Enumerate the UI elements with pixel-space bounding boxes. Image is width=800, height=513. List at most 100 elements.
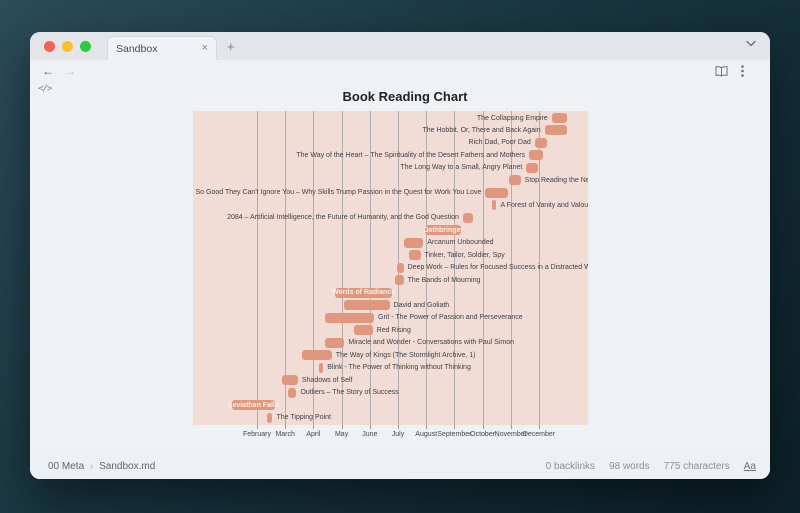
gantt-bar-label: 2084 – Artificial Intelligence, the Futu… [227,214,459,222]
gantt-bar [344,300,390,311]
back-arrow-icon[interactable]: ← [42,64,54,78]
gantt-bar [409,250,421,261]
axis-month-label: April [306,431,321,438]
axis-month-label: July [391,431,405,438]
breadcrumb-file[interactable]: Sandbox.md [99,460,156,472]
character-count: 775 characters [663,460,730,472]
gantt-bar [302,350,332,361]
gantt-bar-label: The Bands of Mourning [407,276,481,284]
new-tab-button[interactable]: + [227,38,235,54]
gridline [482,111,484,425]
gantt-bar [462,212,473,223]
axis-tick [454,425,456,429]
more-options-kebab-icon[interactable] [741,65,744,77]
gridline [454,111,456,425]
gridline [341,111,343,425]
gridline [313,111,315,425]
gantt-bar [526,162,538,173]
axis-tick [313,425,315,429]
gantt-bar [288,387,297,398]
backlinks-count: 0 backlinks [545,460,596,472]
tab-close-icon[interactable]: × [201,42,208,54]
status-bar: 00 Meta › Sandbox.md 0 backlinks 98 word… [30,453,770,479]
axis-tick [257,425,258,429]
gantt-bar-label: Arcanum Unbounded [427,239,494,247]
axis-month-label: March [275,431,295,438]
gantt-bar-label: Words of Radiance [331,289,396,297]
chart-title: Book Reading Chart [342,89,468,104]
axis-month-label: June [362,431,378,438]
gantt-bar [395,275,404,286]
axis-tick [426,425,428,429]
gantt-bar [492,200,497,211]
gridline [510,111,512,425]
gantt-bar [324,337,345,348]
font-appearance-toggle[interactable]: Aa [743,460,756,472]
gantt-bar-label: A Forest of Vanity and Valour [500,201,588,209]
gantt-bar-label: Leviathan Falls [228,401,279,409]
gantt-bar-label: The Hobbit, Or, There and Back Again [422,126,541,134]
gantt-bar [551,113,568,123]
gantt-bar-label: Tinker, Tailor, Soldier, Spy [424,251,505,259]
status-counts: 0 backlinks 98 words 775 characters Aa [546,461,756,472]
gantt-bar [231,400,276,411]
gridline [285,111,287,425]
axis-month-label: October [470,431,496,438]
gantt-bar [396,262,404,273]
axis-month-label: September [437,431,472,438]
axis-month-label: February [242,431,271,438]
app-window: Sandbox × + ← → </> Book Reading Chart T… [30,32,770,479]
reading-mode-book-icon[interactable] [715,65,728,77]
axis-tick [369,425,371,429]
gantt-bar-label: Rich Dad, Poor Dad [468,139,531,147]
axis-tick [510,425,512,429]
axis-tick [539,425,540,429]
axis-month-label: November [494,431,527,438]
gantt-bar [266,412,273,423]
gantt-bar-label: Red Rising [376,326,411,334]
axis-tick [285,425,287,429]
breadcrumb: 00 Meta › Sandbox.md [48,461,155,472]
gantt-bar [509,175,521,186]
code-block-toggle-icon[interactable]: </> [38,84,52,94]
forward-arrow-icon[interactable]: → [64,64,76,78]
tab-bar: Sandbox × + [30,32,770,60]
gantt-bar-label: The Long Way to a Small, Angry Planet [400,164,523,172]
gantt-bar [424,225,462,236]
gridline [426,111,428,425]
window-controls [44,40,91,52]
gantt-bar-label: Deep Work – Rules for Focused Success in… [407,264,588,272]
gantt-bar [319,362,324,373]
view-header: ← → [30,60,770,82]
gantt-bar-label: Shadows of Self [301,376,353,384]
editor-pane: </> Book Reading Chart The Collapsing Em… [30,82,770,453]
view-actions [715,65,744,77]
gridline [257,111,258,425]
gantt-axis: February March April May June July August Septe… [193,425,588,443]
gantt-bar [534,137,548,148]
gantt-bar [403,237,424,248]
gantt-bar [544,125,568,136]
gantt-bar-label: David and Goliath [393,301,450,309]
close-window-button[interactable] [44,40,55,52]
tab-title: Sandbox [116,42,158,55]
zoom-window-button[interactable] [80,40,91,52]
minimize-window-button[interactable] [62,40,73,52]
axis-tick [482,425,484,429]
tab-sandbox[interactable]: Sandbox × [107,36,217,60]
gantt-bar-label: The Tipping Point [276,414,331,422]
gantt-bar [334,287,393,298]
axis-month-label: August [415,431,438,438]
history-nav: ← → [42,65,76,77]
breadcrumb-separator-icon: › [90,461,94,471]
chevron-down-icon[interactable] [746,40,756,47]
gantt-plot: The Collapsing Empire The Hobbit, Or, The… [193,111,588,425]
gridline [539,111,540,425]
breadcrumb-folder[interactable]: 00 Meta [48,460,85,472]
axis-month-label: December [522,431,556,438]
gantt-bar [485,187,508,198]
gantt-bar [529,150,544,161]
gantt-bar-label: Stop Reading the News [524,176,588,184]
axis-tick [341,425,343,429]
gantt-bar-label: Grit - The Power of Passion and Persever… [378,314,523,322]
